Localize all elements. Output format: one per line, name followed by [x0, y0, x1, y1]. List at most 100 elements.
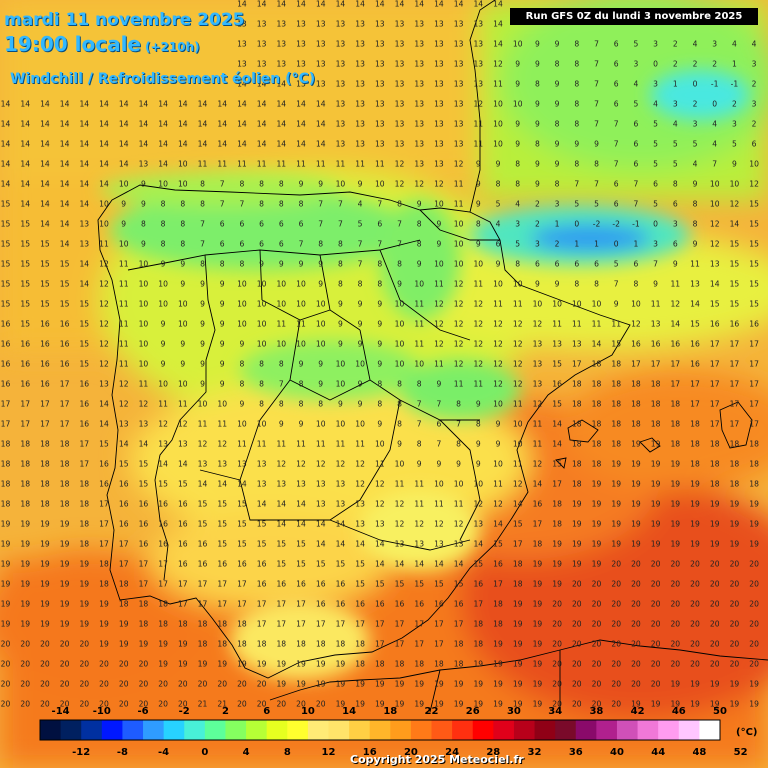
grid-value: 20 [710, 660, 720, 669]
grid-value: 17 [730, 340, 740, 349]
grid-value: 18 [1, 440, 11, 449]
grid-value: 14 [454, 560, 464, 569]
grid-value: 19 [336, 700, 346, 709]
grid-value: 19 [710, 700, 720, 709]
grid-value: 19 [631, 460, 641, 469]
grid-value: 19 [60, 560, 70, 569]
grid-value: 9 [200, 320, 205, 329]
grid-value: 12 [395, 500, 405, 509]
grid-value: 13 [316, 40, 326, 49]
grid-value: 20 [749, 580, 759, 589]
grid-value: 17 [217, 600, 227, 609]
grid-value: 19 [493, 680, 503, 689]
legend-swatch [163, 720, 185, 740]
grid-value: 5 [574, 200, 579, 209]
grid-value: 21 [198, 700, 208, 709]
grid-value: 17 [749, 360, 759, 369]
grid-value: 13 [79, 240, 89, 249]
grid-value: 13 [552, 340, 562, 349]
grid-value: 14 [217, 120, 227, 129]
grid-value: 19 [1, 520, 11, 529]
grid-value: 18 [40, 500, 50, 509]
grid-value: 13 [257, 20, 267, 29]
grid-value: 19 [473, 680, 483, 689]
grid-value: 6 [239, 240, 244, 249]
grid-value: 19 [730, 680, 740, 689]
grid-value: 16 [710, 320, 720, 329]
grid-value: 18 [355, 640, 365, 649]
grid-value: 19 [237, 660, 247, 669]
grid-value: 14 [119, 440, 129, 449]
grid-value: 13 [375, 120, 385, 129]
grid-value: 18 [651, 380, 661, 389]
grid-value: 3 [653, 240, 658, 249]
legend-tick-label: 30 [507, 706, 521, 717]
grid-value: 11 [592, 320, 602, 329]
grid-value: 13 [434, 40, 444, 49]
grid-value: 8 [377, 280, 382, 289]
grid-value: 16 [79, 420, 89, 429]
grid-value: 9 [318, 380, 323, 389]
grid-value: 17 [139, 580, 149, 589]
grid-value: 10 [355, 360, 365, 369]
grid-value: 17 [40, 400, 50, 409]
grid-value: 16 [119, 480, 129, 489]
grid-value: 15 [158, 480, 168, 489]
grid-value: 7 [594, 100, 599, 109]
grid-value: 13 [454, 60, 464, 69]
grid-value: 18 [552, 520, 562, 529]
legend-swatch [616, 720, 639, 740]
grid-value: 14 [99, 180, 109, 189]
grid-value: 9 [220, 280, 225, 289]
grid-value: 13 [454, 540, 464, 549]
grid-value: 18 [158, 600, 168, 609]
grid-value: 12 [217, 440, 227, 449]
grid-value: 14 [79, 100, 89, 109]
grid-value: 18 [139, 600, 149, 609]
colorbar-legend: -14 -10 -6 -2 2 6 10 14 18 22 26 30 34 38 42 46 50-12 -8-… [39, 706, 748, 758]
grid-value: 3 [653, 40, 658, 49]
grid-value: 20 [237, 700, 247, 709]
grid-value: 8 [574, 280, 579, 289]
grid-value: 14 [493, 0, 503, 9]
grid-value: 13 [217, 460, 227, 469]
grid-value: 9 [161, 260, 166, 269]
grid-value: 9 [220, 340, 225, 349]
grid-value: 14 [592, 340, 602, 349]
grid-value: 20 [611, 680, 621, 689]
grid-value: 19 [533, 580, 543, 589]
grid-value: 14 [316, 540, 326, 549]
grid-value: 13 [434, 540, 444, 549]
grid-value: 9 [338, 320, 343, 329]
grid-value: 18 [592, 360, 602, 369]
grid-value: 10 [99, 200, 109, 209]
grid-value: 20 [552, 600, 562, 609]
grid-value: 20 [611, 600, 621, 609]
legend-swatch [555, 720, 577, 740]
grid-value: 14 [375, 540, 385, 549]
grid-value: 9 [358, 400, 363, 409]
grid-value: 4 [732, 40, 737, 49]
grid-value: 10 [237, 420, 247, 429]
grid-value: 18 [237, 640, 247, 649]
grid-value: 11 [513, 460, 523, 469]
grid-value: 18 [473, 640, 483, 649]
grid-value: 20 [79, 700, 89, 709]
grid-value: 20 [730, 560, 740, 569]
grid-value: 3 [752, 100, 757, 109]
grid-value: 14 [119, 160, 129, 169]
grid-value: 10 [395, 460, 405, 469]
grid-value: 7 [299, 240, 304, 249]
grid-value: 13 [414, 20, 424, 29]
grid-value: 14 [276, 80, 286, 89]
grid-value: 9 [220, 320, 225, 329]
grid-value: 19 [651, 520, 661, 529]
grid-value: 18 [1, 500, 11, 509]
grid-value: 14 [296, 120, 306, 129]
grid-value: 19 [1, 560, 11, 569]
grid-value: 13 [414, 40, 424, 49]
grid-value: 13 [710, 260, 720, 269]
grid-value: 18 [217, 640, 227, 649]
grid-value: 9 [239, 400, 244, 409]
